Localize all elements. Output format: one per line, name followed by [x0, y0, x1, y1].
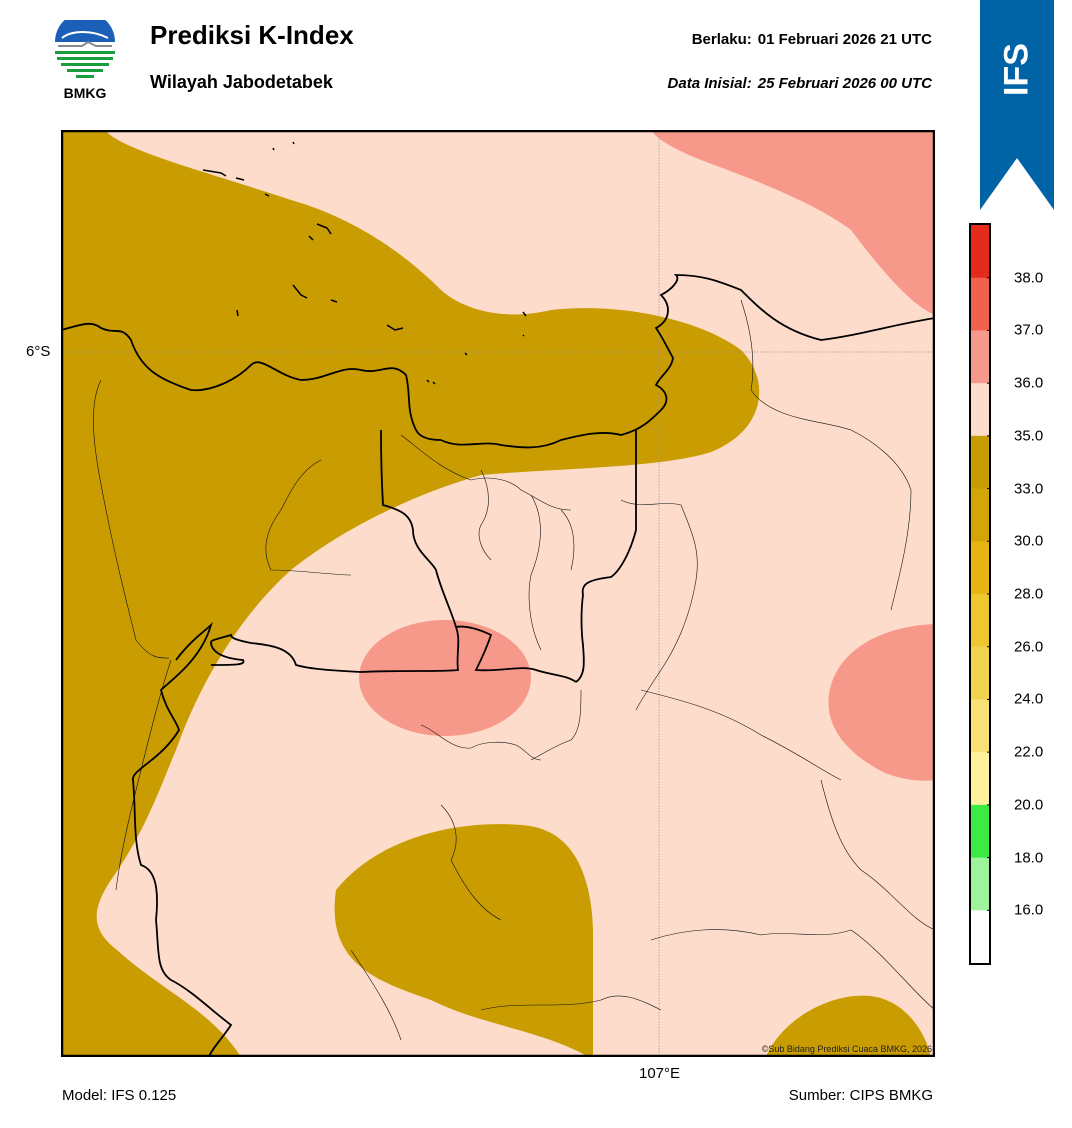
colorbar-tick-label: 33.0 — [1014, 480, 1044, 498]
valid-time-row: Berlaku: 01 Februari 2026 21 UTC — [692, 31, 932, 48]
init-label: Data Inisial: — [667, 75, 752, 92]
colorbar-tick-label: 36.0 — [1014, 374, 1044, 392]
colorbar-segment — [971, 277, 989, 331]
colorbar-segment — [971, 225, 989, 279]
island-group — [202, 141, 527, 385]
kindex-region-south — [334, 824, 593, 1057]
colorbar-segment — [971, 752, 989, 806]
colorbar-segment — [971, 330, 989, 384]
valid-label: Berlaku: — [691, 31, 752, 48]
region-subtitle: Wilayah Jabodetabek — [150, 72, 333, 92]
model-label: Model: IFS 0.125 — [62, 1087, 177, 1104]
colorbar-segment — [971, 857, 989, 911]
colorbar — [969, 223, 991, 965]
init-time: 25 Februari 2026 00 UTC — [757, 75, 932, 92]
ifs-banner — [980, 0, 1054, 210]
colorbar-tick-label: 16.0 — [1014, 901, 1044, 919]
colorbar-tick-label: 18.0 — [1014, 849, 1044, 867]
kindex-high-region-northeast — [651, 130, 935, 315]
colorbar-tick-label: 26.0 — [1014, 638, 1044, 656]
colorbar-segment — [971, 646, 989, 700]
district-boundaries — [93, 299, 935, 1041]
colorbar-segment — [971, 435, 989, 490]
colorbar-segment — [971, 541, 989, 595]
colorbar-segment — [971, 910, 989, 964]
copyright-text: ©Sub Bidang Prediksi Cuaca BMKG, 2026 — [761, 1044, 932, 1054]
coastline-and-province-boundaries — [61, 274, 935, 1057]
colorbar-tick-label: 30.0 — [1014, 532, 1044, 550]
valid-time: 01 Februari 2026 21 UTC — [757, 31, 932, 48]
kindex-region-northwest — [61, 130, 760, 1057]
ifs-banner-text: IFS — [997, 43, 1036, 97]
page-title: Prediksi K-Index — [150, 20, 354, 50]
colorbar-tick-label: 22.0 — [1014, 743, 1044, 761]
colorbar-segment — [971, 699, 989, 753]
colorbar-tick-label: 20.0 — [1014, 796, 1044, 814]
map-frame — [61, 130, 935, 1057]
colorbar-tick-label: 35.0 — [1014, 427, 1044, 445]
colorbar-segment — [971, 594, 989, 648]
bmkg-logo: BMKG — [55, 20, 115, 101]
colorbar-tick-label: 24.0 — [1014, 690, 1044, 708]
colorbar-tick-label: 38.0 — [1014, 269, 1044, 287]
colorbar-tick-label: 37.0 — [1014, 321, 1044, 339]
colorbar-tick-label: 28.0 — [1014, 585, 1044, 603]
kindex-region-southeast — [766, 995, 931, 1057]
lat-label: 6°S — [26, 343, 51, 360]
colorbar-segment — [971, 804, 989, 859]
init-time-row: Data Inisial: 25 Februari 2026 00 UTC — [668, 75, 932, 92]
logo-text: BMKG — [64, 85, 107, 101]
kindex-high-region-east — [828, 624, 935, 781]
lon-label: 107°E — [639, 1065, 681, 1082]
colorbar-segment — [971, 488, 989, 542]
source-label: Sumber: CIPS BMKG — [788, 1087, 933, 1104]
k-index-map — [61, 130, 935, 1057]
kindex-high-region-center — [359, 620, 531, 736]
colorbar-segment — [971, 383, 989, 437]
